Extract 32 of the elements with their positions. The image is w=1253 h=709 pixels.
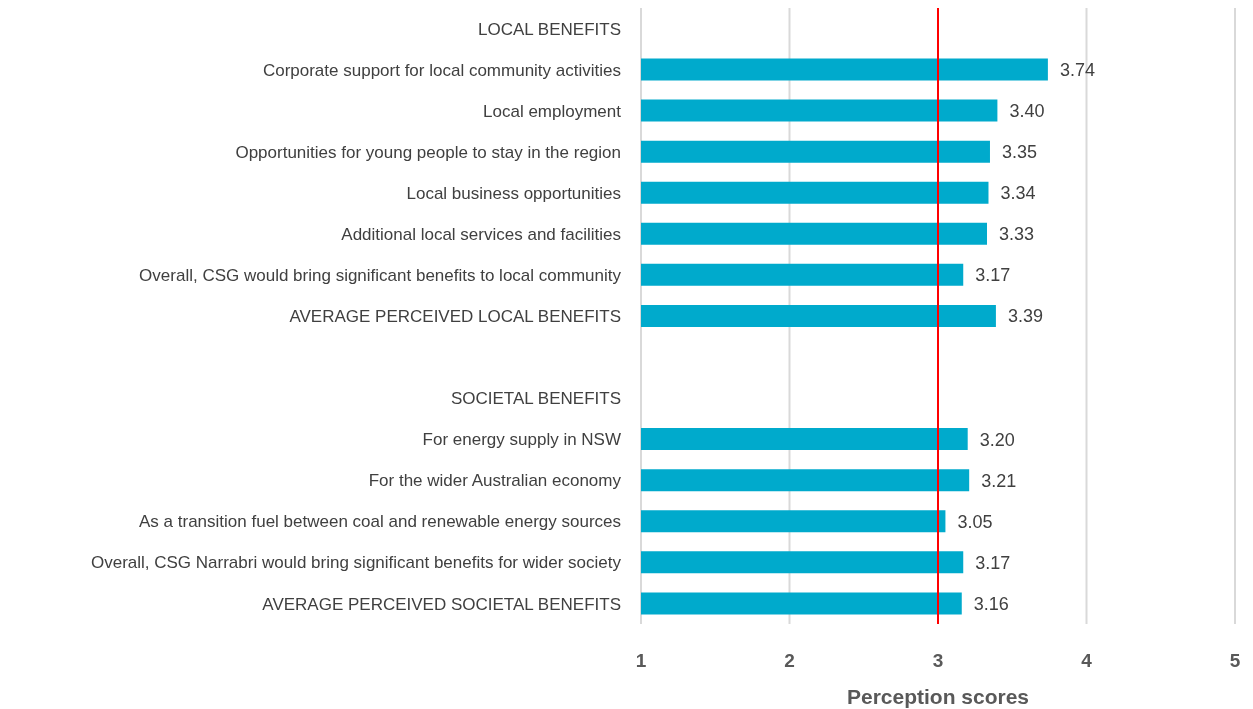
data-label: 3.16 (973, 593, 1009, 614)
data-label: 3.20 (979, 429, 1015, 450)
y-tick-label: Overall, CSG would bring significant benefits to local community (139, 265, 622, 285)
x-tick-label: 4 (1081, 650, 1093, 672)
y-tick-label: Overall, CSG Narrabri would bring significant benefits for wider society (90, 553, 622, 573)
data-label: 3.40 (1009, 100, 1045, 121)
data-label: 3.17 (975, 265, 1011, 286)
data-label: 3.33 (999, 224, 1035, 245)
data-label: 3.74 (1059, 59, 1095, 80)
data-label: 3.05 (957, 511, 993, 532)
y-tick-label: As a transition fuel between coal and renewable energy sources (139, 512, 621, 532)
data-label: 3.39 (1007, 306, 1043, 327)
y-tick-label: LOCAL BENEFITS (478, 19, 621, 39)
y-tick-label: Opportunities for young people to stay in the region (235, 142, 621, 162)
y-tick-label: For the wider Australian economy (368, 471, 622, 491)
data-label: 3.21 (981, 470, 1017, 491)
y-tick-label: Local business opportunities (406, 183, 621, 203)
x-tick-label: 5 (1229, 650, 1241, 672)
x-axis-title: Perception scores (846, 685, 1030, 708)
y-tick-label: Local employment (483, 101, 622, 121)
data-label: 3.35 (1001, 142, 1038, 163)
y-tick-label: Additional local services and facilities (341, 224, 621, 244)
y-tick-label: SOCIETAL BENEFITS (450, 389, 621, 409)
x-tick-label: 1 (635, 650, 647, 672)
y-tick-label: For energy supply in NSW (422, 430, 621, 450)
y-tick-label: Corporate support for local community activities (262, 60, 621, 80)
x-tick-label: 2 (784, 650, 795, 672)
data-label: 3.17 (975, 552, 1011, 573)
y-tick-label: AVERAGE PERCEIVED SOCIETAL BENEFITS (262, 594, 621, 614)
data-label: 3.34 (1000, 183, 1036, 204)
y-tick-label: AVERAGE PERCEIVED LOCAL BENEFITS (289, 307, 621, 327)
x-tick-label: 3 (932, 650, 944, 672)
